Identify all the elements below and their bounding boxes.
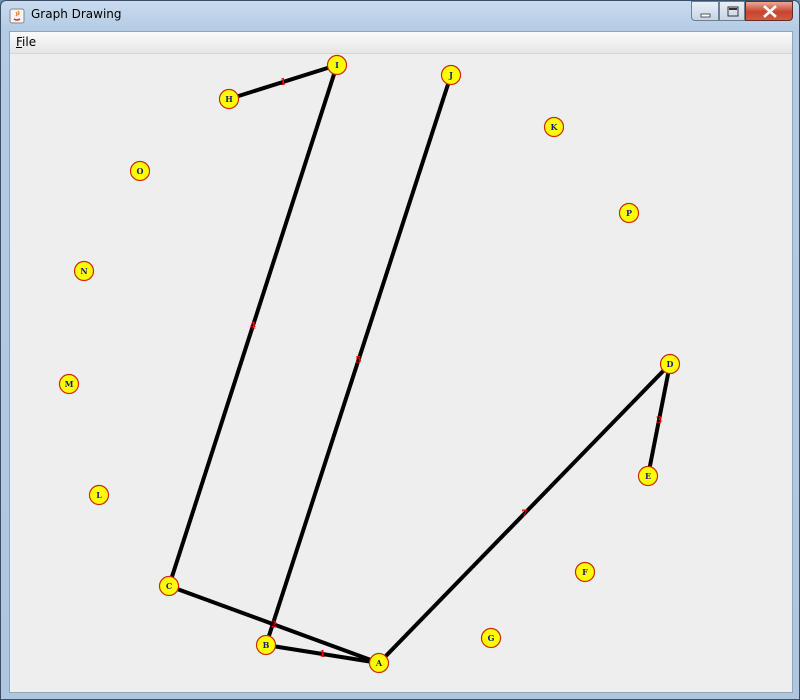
edge-D-E bbox=[646, 363, 672, 477]
graph-node-p[interactable]: P bbox=[618, 202, 640, 224]
file-menu-mnemonic: F bbox=[16, 35, 23, 49]
minimize-icon bbox=[700, 13, 711, 18]
edge-I-C bbox=[167, 64, 339, 587]
node-circle bbox=[158, 575, 180, 597]
node-circle bbox=[58, 373, 80, 395]
edge-weight-label: 1 bbox=[319, 650, 325, 660]
node-label: A bbox=[375, 658, 383, 668]
edge-C-A bbox=[168, 584, 380, 665]
node-circle bbox=[326, 54, 348, 76]
edges-layer: 1 4 5 2 1 7 3 bbox=[167, 63, 672, 665]
node-label: M bbox=[65, 379, 74, 389]
window-title: Graph Drawing bbox=[31, 7, 122, 21]
graph-node-c[interactable]: C bbox=[158, 575, 180, 597]
node-label: E bbox=[645, 471, 651, 481]
graph-node-j[interactable]: J bbox=[440, 64, 462, 86]
node-label: B bbox=[263, 640, 270, 650]
node-circle bbox=[73, 260, 95, 282]
edge-A-D bbox=[377, 362, 672, 665]
node-circle bbox=[659, 353, 681, 375]
node-circle bbox=[618, 202, 640, 224]
edge-H-I bbox=[228, 63, 338, 101]
graph-node-h[interactable]: H bbox=[218, 88, 240, 110]
node-label: G bbox=[488, 633, 495, 643]
node-circle bbox=[480, 627, 502, 649]
restore-icon bbox=[727, 6, 739, 17]
graph-node-k[interactable]: K bbox=[543, 116, 565, 138]
edge-weight-label: 3 bbox=[656, 416, 662, 426]
node-label: L bbox=[96, 490, 102, 500]
node-label: N bbox=[80, 266, 87, 276]
node-label: J bbox=[448, 70, 453, 80]
node-circle bbox=[368, 652, 390, 674]
client-area: File 1 4 5 2 1 7 3 A B C D E F G H I J K L M N O P bbox=[9, 31, 793, 693]
node-label: P bbox=[626, 208, 632, 218]
node-circle bbox=[637, 465, 659, 487]
graph-node-e[interactable]: E bbox=[637, 465, 659, 487]
graph-drawing[interactable]: 1 4 5 2 1 7 3 A B C D E F G H I J K L M N O P bbox=[10, 53, 792, 692]
file-menu-label: ile bbox=[22, 35, 37, 49]
edge-weight-label: 2 bbox=[271, 621, 277, 631]
node-circle bbox=[440, 64, 462, 86]
node-circle bbox=[543, 116, 565, 138]
edge-weight-label: 1 bbox=[280, 78, 286, 88]
graph-node-n[interactable]: N bbox=[73, 260, 95, 282]
edge-weight-label: 7 bbox=[521, 510, 527, 520]
edge-weight-label: 5 bbox=[355, 356, 361, 366]
edge-weight-label: 4 bbox=[250, 322, 256, 332]
node-circle bbox=[88, 484, 110, 506]
node-circle bbox=[255, 634, 277, 656]
close-icon bbox=[763, 5, 777, 18]
node-label: I bbox=[335, 60, 339, 70]
node-label: C bbox=[166, 581, 172, 591]
nodes-layer: A B C D E F G H I J K L M N O P bbox=[58, 54, 681, 674]
node-circle bbox=[574, 561, 596, 583]
graph-node-l[interactable]: L bbox=[88, 484, 110, 506]
graph-node-a[interactable]: A bbox=[368, 652, 390, 674]
node-label: F bbox=[582, 567, 588, 577]
node-label: K bbox=[551, 122, 559, 132]
close-button[interactable] bbox=[745, 1, 793, 21]
graph-node-f[interactable]: F bbox=[574, 561, 596, 583]
graph-node-i[interactable]: I bbox=[326, 54, 348, 76]
minimize-button[interactable] bbox=[691, 1, 719, 21]
graph-node-b[interactable]: B bbox=[255, 634, 277, 656]
graph-node-d[interactable]: D bbox=[659, 353, 681, 375]
title-bar[interactable]: Graph Drawing bbox=[1, 1, 799, 31]
graph-node-g[interactable]: G bbox=[480, 627, 502, 649]
node-label: D bbox=[667, 359, 674, 369]
edge-J-B bbox=[264, 74, 453, 646]
node-label: H bbox=[225, 94, 233, 104]
graph-canvas[interactable]: 1 4 5 2 1 7 3 A B C D E F G H I J K L M N O P bbox=[10, 53, 792, 692]
graph-node-o[interactable]: O bbox=[129, 160, 151, 182]
maximize-button[interactable] bbox=[719, 1, 745, 21]
menu-file[interactable]: File bbox=[14, 35, 38, 49]
menu-bar: File bbox=[10, 32, 792, 54]
graph-node-m[interactable]: M bbox=[58, 373, 80, 395]
node-circle bbox=[129, 160, 151, 182]
edge-B-A bbox=[265, 643, 380, 665]
node-circle bbox=[218, 88, 240, 110]
java-app-icon bbox=[9, 8, 25, 24]
node-label: O bbox=[137, 166, 144, 176]
